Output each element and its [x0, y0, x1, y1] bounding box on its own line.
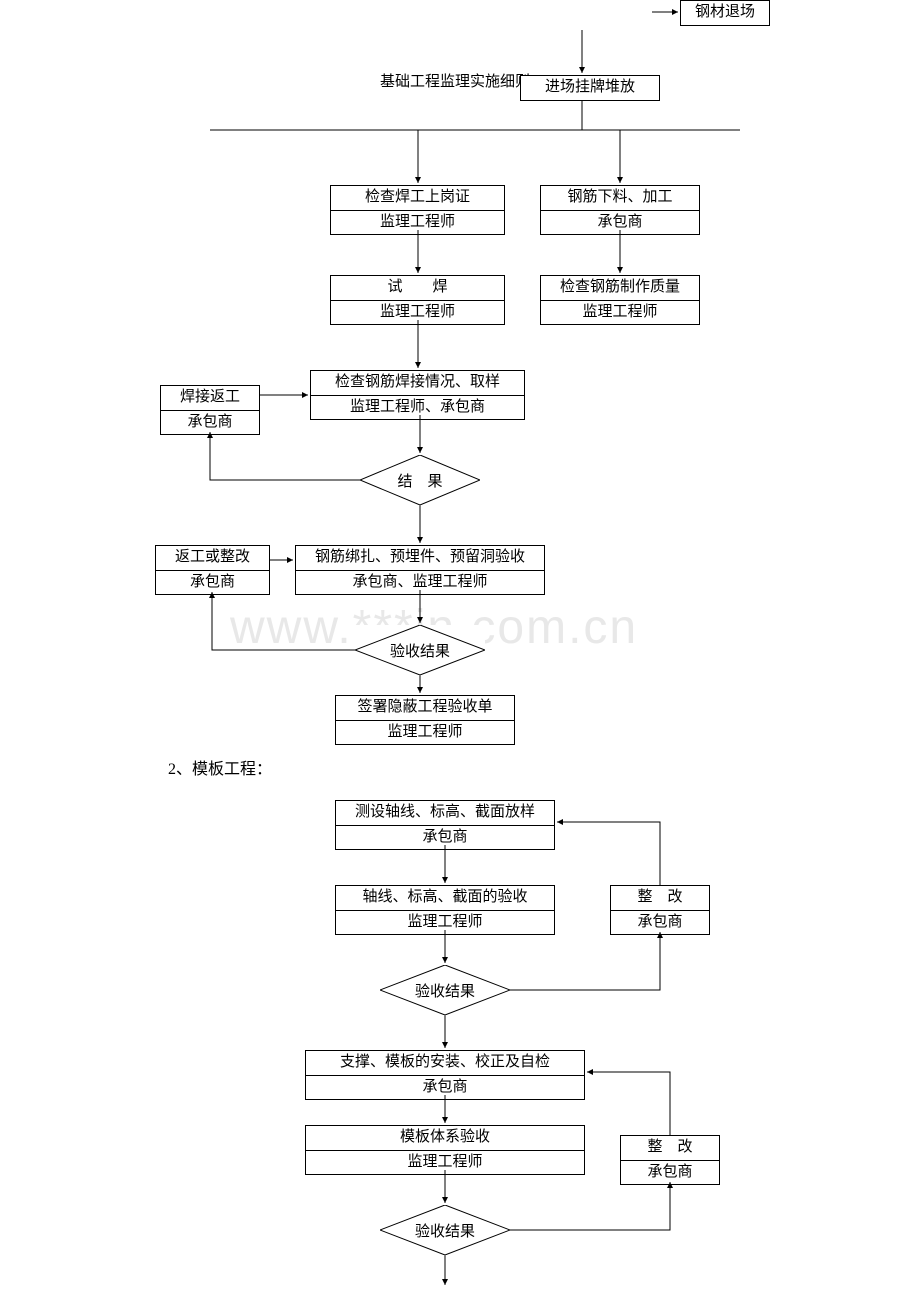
node-check-welder: 检查焊工上岗证 监理工程师 [330, 185, 505, 235]
node-rectify2: 整 改 承包商 [620, 1135, 720, 1185]
label-bot: 监理工程师 [331, 211, 504, 235]
label: 钢材退场 [681, 1, 769, 25]
label: 验收结果 [380, 1220, 510, 1241]
label-bot: 承包商 [161, 411, 259, 435]
label-bot: 承包商 [621, 1161, 719, 1185]
label-bot: 承包商 [611, 911, 709, 935]
node-rework2: 返工或整改 承包商 [155, 545, 270, 595]
label-top: 钢筋下料、加工 [541, 186, 699, 211]
label-top: 模板体系验收 [306, 1126, 584, 1151]
node-trial-weld: 试 焊 监理工程师 [330, 275, 505, 325]
node-rebar-cut: 钢筋下料、加工 承包商 [540, 185, 700, 235]
node-ar2: 验收结果 [380, 1205, 510, 1255]
label-bot: 承包商 [336, 826, 554, 850]
label-bot: 承包商 [306, 1076, 584, 1100]
label-top: 焊接返工 [161, 386, 259, 411]
node-bind-accept: 钢筋绑扎、预埋件、预留洞验收 承包商、监理工程师 [295, 545, 545, 595]
label-bot: 监理工程师、承包商 [311, 396, 524, 420]
label-top: 试 焊 [331, 276, 504, 301]
node-accept-axis: 轴线、标高、截面的验收 监理工程师 [335, 885, 555, 935]
label-top: 钢筋绑扎、预埋件、预留洞验收 [296, 546, 544, 571]
label-bot: 监理工程师 [541, 301, 699, 325]
label-bot: 监理工程师 [331, 301, 504, 325]
label-top: 返工或整改 [156, 546, 269, 571]
label: 进场挂牌堆放 [521, 76, 659, 100]
node-ar1: 验收结果 [380, 965, 510, 1015]
label-top: 检查钢筋制作质量 [541, 276, 699, 301]
node-support: 支撑、模板的安装、校正及自检 承包商 [305, 1050, 585, 1100]
label-bot: 承包商 [156, 571, 269, 595]
node-check-make: 检查钢筋制作质量 监理工程师 [540, 275, 700, 325]
label-top: 签署隐蔽工程验收单 [336, 696, 514, 721]
label-bot: 监理工程师 [336, 911, 554, 935]
node-enter-stack: 进场挂牌堆放 [520, 75, 660, 101]
node-accept-result: 验收结果 [355, 625, 485, 675]
label: 结 果 [360, 470, 480, 491]
label-bot: 监理工程师 [336, 721, 514, 745]
label: 验收结果 [380, 980, 510, 1001]
node-sign-hidden: 签署隐蔽工程验收单 监理工程师 [335, 695, 515, 745]
label-top: 测设轴线、标高、截面放样 [336, 801, 554, 826]
doc-title: 基础工程监理实施细则 [380, 70, 530, 91]
label-bot: 承包商、监理工程师 [296, 571, 544, 595]
label-bot: 承包商 [541, 211, 699, 235]
node-survey: 测设轴线、标高、截面放样 承包商 [335, 800, 555, 850]
node-rectify1: 整 改 承包商 [610, 885, 710, 935]
label-top: 支撑、模板的安装、校正及自检 [306, 1051, 584, 1076]
node-rework-weld: 焊接返工 承包商 [160, 385, 260, 435]
label-top: 轴线、标高、截面的验收 [336, 886, 554, 911]
label-top: 整 改 [621, 1136, 719, 1161]
label-bot: 监理工程师 [306, 1151, 584, 1175]
label-top: 整 改 [611, 886, 709, 911]
node-steel-return: 钢材退场 [680, 0, 770, 26]
node-check-weld: 检查钢筋焊接情况、取样 监理工程师、承包商 [310, 370, 525, 420]
label-top: 检查钢筋焊接情况、取样 [311, 371, 524, 396]
node-sys-accept: 模板体系验收 监理工程师 [305, 1125, 585, 1175]
label-top: 检查焊工上岗证 [331, 186, 504, 211]
section-2-heading: 2、模板工程： [168, 755, 272, 779]
label: 验收结果 [355, 640, 485, 661]
node-result1: 结 果 [360, 455, 480, 505]
